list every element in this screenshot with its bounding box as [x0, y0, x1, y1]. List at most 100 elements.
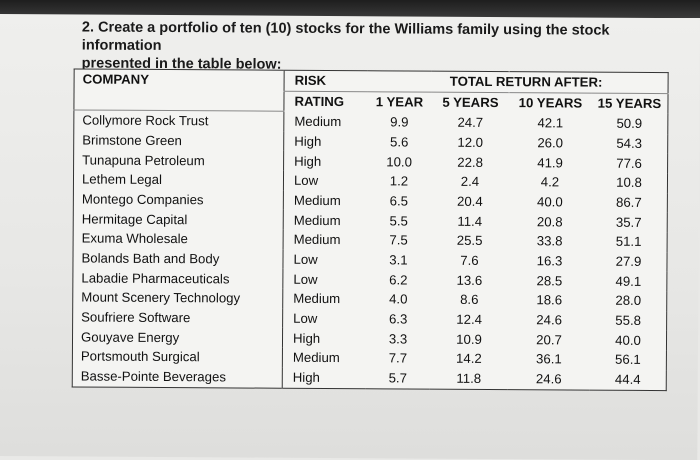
return-10-years-cell: 42.1 — [537, 115, 564, 131]
return-5-years-cell: 12.4 — [456, 311, 483, 328]
return-5-years-cell: 13.6 — [456, 272, 483, 288]
return-1-year-cell: 3.1 — [389, 252, 408, 268]
document-page: 2. Create a portfolio of ten (10) stocks… — [0, 14, 700, 460]
stock-table: COMPANY RISK TOTAL RETURN AFTER: RATING … — [71, 68, 669, 391]
return-15-years-cell: 77.6 — [616, 155, 642, 171]
return-15-years-cell: 50.9 — [616, 115, 643, 131]
return-5-years-cell: 10.9 — [456, 331, 482, 347]
return-10-years-cell: 26.0 — [537, 135, 564, 151]
return-1-year-cell: 4.0 — [389, 291, 408, 307]
company-cell: Portsmouth Surgical — [80, 348, 200, 365]
table-row: Montego Companies Medium 6.5 20.4 40.0 86.7 — [73, 189, 667, 212]
return-10-years-cell: 28.5 — [536, 273, 563, 289]
return-5-years-cell: 7.6 — [460, 252, 479, 268]
risk-rating-cell: Medium — [282, 288, 367, 309]
risk-rating-cell: Low — [282, 249, 367, 270]
return-15-years-cell: 51.1 — [615, 234, 642, 250]
header-1-year: 1 YEAR — [375, 94, 424, 110]
top-dark-edge — [0, 0, 700, 18]
company-cell: Basse-Pointe Beverages — [80, 368, 226, 385]
return-10-years-cell: 24.6 — [535, 371, 562, 387]
return-10-years-cell: 4.2 — [540, 174, 560, 190]
return-15-years-cell: 49.1 — [615, 273, 642, 289]
return-10-years-cell: 33.8 — [536, 233, 563, 249]
table-row: Brimstone Green High 5.6 12.0 26.0 54.3 — [74, 130, 668, 153]
header-risk-line2: RATING — [283, 90, 368, 112]
risk-rating-cell: High — [283, 150, 368, 172]
return-1-year-cell: 5.6 — [390, 134, 409, 150]
question-line-1: 2. Create a portfolio of ten (10) stocks… — [81, 19, 610, 54]
company-cell: Exuma Wholesale — [81, 230, 188, 247]
table-row: Bolands Bath and Body Low 3.1 7.6 16.3 27.9 — [73, 248, 667, 271]
return-1-year-cell: 7.7 — [388, 350, 408, 366]
return-5-years-cell: 25.5 — [456, 233, 483, 249]
return-5-years-cell: 14.2 — [456, 351, 482, 367]
company-cell: Mount Scenery Technology — [81, 289, 241, 306]
header-total-return: TOTAL RETURN AFTER: — [367, 70, 669, 94]
return-10-years-cell: 20.8 — [536, 213, 563, 230]
risk-rating-cell: Low — [282, 269, 367, 290]
return-15-years-cell: 55.8 — [615, 312, 642, 329]
header-10-years: 10 YEARS — [518, 95, 583, 111]
return-15-years-cell: 28.0 — [615, 293, 642, 309]
return-10-years-cell: 41.9 — [537, 154, 563, 171]
risk-rating-cell: Medium — [283, 111, 368, 132]
company-cell: Montego Companies — [81, 191, 204, 208]
return-5-years-cell: 11.8 — [456, 370, 482, 387]
return-1-year-cell: 9.9 — [390, 114, 409, 130]
company-cell: Lethem Legal — [81, 171, 162, 188]
return-15-years-cell: 27.9 — [615, 253, 642, 269]
return-5-years-cell: 8.6 — [460, 292, 479, 308]
risk-rating-cell: Low — [282, 308, 367, 329]
return-1-year-cell: 3.3 — [388, 331, 408, 347]
return-1-year-cell: 7.5 — [389, 232, 408, 248]
return-15-years-cell: 40.0 — [615, 332, 641, 348]
risk-rating-cell: Medium — [283, 190, 367, 211]
return-1-year-cell: 10.0 — [386, 153, 412, 170]
company-cell: Labadie Pharmaceuticals — [81, 270, 230, 287]
header-5-years: 5 YEARS — [442, 94, 499, 111]
return-10-years-cell: 24.6 — [536, 312, 563, 328]
return-15-years-cell: 10.8 — [616, 175, 642, 191]
return-5-years-cell: 22.8 — [457, 154, 483, 170]
risk-rating-cell: Medium — [282, 347, 366, 369]
return-10-years-cell: 18.6 — [536, 292, 563, 308]
company-cell: Tunapuna Petroleum — [82, 152, 205, 168]
company-cell: Collymore Rock Trust — [82, 112, 209, 129]
return-5-years-cell: 12.0 — [457, 134, 484, 150]
company-cell: Brimstone Green — [82, 132, 182, 149]
company-cell: Hermitage Capital — [81, 211, 188, 227]
return-10-years-cell: 16.3 — [536, 253, 563, 269]
risk-rating-cell: Medium — [283, 210, 367, 231]
company-cell: Gouyave Energy — [80, 329, 180, 345]
return-5-years-cell: 2.4 — [460, 174, 480, 190]
return-10-years-cell: 40.0 — [536, 194, 563, 210]
return-5-years-cell: 20.4 — [456, 193, 483, 209]
header-row-1: COMPANY RISK TOTAL RETURN AFTER: — [73, 68, 669, 112]
company-cell: Soufriere Software — [81, 309, 191, 326]
table-row: Basse-Pointe Beverages High 5.7 11.8 24.6 44.… — [72, 366, 666, 390]
risk-rating-cell: Medium — [283, 229, 367, 250]
risk-rating-cell: Low — [283, 170, 368, 191]
table-row: Tunapuna Petroleum High 10.0 22.8 41.9 77.6 — [74, 150, 668, 173]
return-1-year-cell: 6.2 — [389, 272, 408, 288]
return-10-years-cell: 36.1 — [536, 351, 562, 367]
return-5-years-cell: 11.4 — [457, 213, 483, 229]
return-15-years-cell: 54.3 — [616, 135, 643, 151]
return-10-years-cell: 20.7 — [536, 332, 562, 348]
return-15-years-cell: 35.7 — [615, 214, 642, 230]
return-1-year-cell: 5.7 — [388, 370, 408, 386]
return-15-years-cell: 86.7 — [615, 194, 642, 210]
return-1-year-cell: 6.3 — [388, 311, 408, 327]
header-15-years: 15 YEARS — [597, 95, 662, 112]
question-text: 2. Create a portfolio of ten (10) stocks… — [82, 19, 682, 77]
risk-rating-cell: High — [283, 131, 368, 152]
header-risk-line1: RISK — [284, 70, 368, 92]
return-15-years-cell: 56.1 — [615, 352, 641, 368]
return-1-year-cell: 5.5 — [389, 213, 408, 229]
return-5-years-cell: 24.7 — [457, 114, 484, 130]
risk-rating-cell: High — [282, 328, 367, 349]
company-cell: Bolands Bath and Body — [81, 250, 220, 267]
risk-rating-cell: High — [282, 367, 366, 389]
return-15-years-cell: 44.4 — [614, 371, 641, 388]
